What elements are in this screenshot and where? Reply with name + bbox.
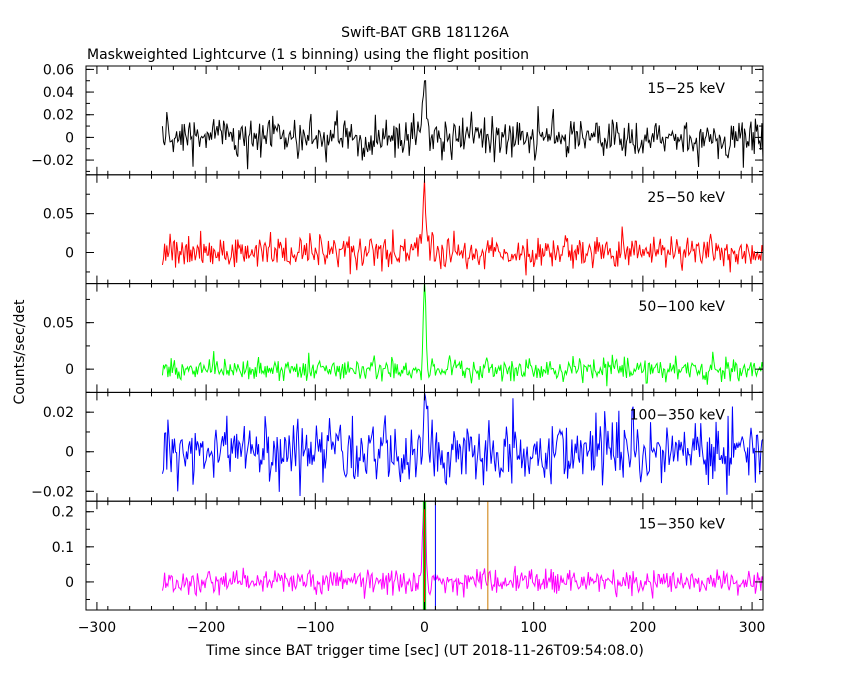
x-tick-label: 300: [739, 620, 766, 636]
panel-4-ytick-label: 0.02: [43, 405, 74, 421]
panel-5-series-line: [161, 501, 763, 599]
panel-1-ytick-label: 0.02: [43, 108, 74, 124]
x-axis-label: Time since BAT trigger time [sec] (UT 20…: [205, 643, 644, 659]
panel-5-energy-label: 15−350 keV: [638, 516, 725, 532]
panel-1-ytick-label: 0.06: [43, 62, 74, 78]
panel-1-ytick-label: 0: [65, 130, 74, 146]
chart-subtitle: Maskweighted Lightcurve (1 s binning) us…: [87, 47, 529, 63]
panel-1-ytick-label: 0.04: [43, 85, 74, 101]
x-tick-label: −300: [78, 620, 116, 636]
panels-group: −0.02 0 0.02 0.04 0.06 15−25 keV 0 0.05 25−50 ke…: [31, 62, 765, 636]
panel-5-ytick-label: 0.2: [52, 505, 74, 521]
panel-3-ytick-label: 0: [65, 362, 74, 378]
panel-5-ytick-label: 0.1: [52, 540, 74, 556]
panel-3-energy-label: 50−100 keV: [638, 299, 725, 315]
panel-5: 0 0.1 0.2 15−350 keV: [52, 500, 764, 611]
x-tick-label: −200: [187, 620, 225, 636]
panel-2-ytick-label: 0.05: [43, 207, 74, 223]
panel-4-ytick-label: 0: [65, 445, 74, 461]
panel-3-ytick-label: 0.05: [43, 316, 74, 332]
x-tick-label: 200: [630, 620, 657, 636]
panel-4-ytick-label: −0.02: [31, 484, 74, 500]
panel-3-series-line: [161, 283, 763, 387]
panel-4-series-line: [161, 392, 763, 496]
x-tick-label: 0: [420, 620, 429, 636]
x-tick-label: 100: [520, 620, 547, 636]
x-tick-label: −100: [296, 620, 334, 636]
panel-1-energy-label: 15−25 keV: [647, 81, 725, 97]
panel-4-energy-label: 100−350 keV: [630, 408, 726, 424]
panel-1-series-line: [161, 80, 763, 170]
y-axis-label: Counts/sec/det: [12, 299, 28, 404]
panel-5-ytick-label: 0: [65, 575, 74, 591]
panel-1-ytick-label: −0.02: [31, 153, 74, 169]
panel-4: −0.02 0 0.02 100−350 keV: [31, 391, 764, 502]
chart-title: Swift-BAT GRB 181126A: [341, 25, 509, 41]
panel-2-energy-label: 25−50 keV: [647, 190, 725, 206]
panel-2-ytick-label: 0: [65, 246, 74, 262]
panel-1: −0.02 0 0.02 0.04 0.06 15−25 keV: [31, 62, 764, 176]
panel-3: 0 0.05 50−100 keV: [43, 283, 764, 393]
panel-2-series-line: [161, 179, 763, 276]
panel-2: 0 0.05 25−50 keV: [43, 174, 764, 285]
